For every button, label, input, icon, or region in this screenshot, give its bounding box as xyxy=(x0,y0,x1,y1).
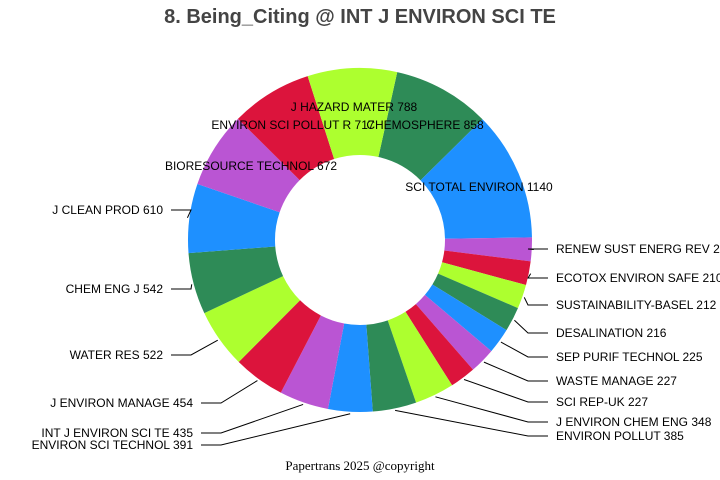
data-label-sep-purif-technol: SEP PURIF TECHNOL 225 xyxy=(556,350,703,364)
data-label-j-environ-chem-eng: J ENVIRON CHEM ENG 348 xyxy=(556,415,712,429)
leader-line-int-j-environ-sci-te xyxy=(201,403,304,434)
slice-sep-purif-technol xyxy=(424,284,507,352)
leader-line-environ-pollut xyxy=(395,409,548,437)
leader-line-ecotox-environ-safe xyxy=(527,273,548,279)
leader-line-desalination xyxy=(514,319,548,334)
slice-waste-manage xyxy=(415,294,492,370)
slice-j-environ-chem-eng xyxy=(387,311,453,403)
leader-line-environ-sci-technol xyxy=(201,413,351,446)
data-label-int-j-environ-sci-te: INT J ENVIRON SCI TE 435 xyxy=(41,426,193,440)
copyright-footer: Papertrans 2025 @copyright xyxy=(285,458,435,473)
data-label-water-res: WATER RES 522 xyxy=(70,348,164,362)
slice-environ-sci-technol xyxy=(327,323,373,413)
slice-j-environ-manage xyxy=(238,300,321,393)
slice-water-res xyxy=(204,276,301,362)
slice-chemosphere xyxy=(378,72,483,181)
slice-j-hazard-mater xyxy=(307,68,398,160)
leader-line-waste-manage xyxy=(483,361,548,382)
slice-renew-sust-energ-rev xyxy=(444,237,532,262)
data-label-chem-eng-j: CHEM ENG J 542 xyxy=(66,282,164,296)
slice-int-j-environ-sci-te xyxy=(280,315,345,409)
data-label-ecotox-environ-safe: ECOTOX ENVIRON SAFE 210 xyxy=(556,271,720,285)
data-label-sustainability-basel: SUSTAINABILITY-BASEL 212 xyxy=(556,298,717,312)
data-label-bioresource-technol: BIORESOURCE TECHNOL 672 xyxy=(165,159,337,173)
slice-chem-eng-j xyxy=(188,246,284,314)
leader-line-chem-eng-j xyxy=(171,284,193,290)
data-label-j-hazard-mater: J HAZARD MATER 788 xyxy=(291,100,418,114)
data-label-sci-rep-uk: SCI REP-UK 227 xyxy=(556,395,648,409)
data-label-waste-manage: WASTE MANAGE 227 xyxy=(556,374,677,388)
data-label-renew-sust-energ-rev: RENEW SUST ENERG REV 209 xyxy=(556,242,720,256)
leader-line-sep-purif-technol xyxy=(500,341,548,358)
data-label-chemosphere: CHEMOSPHERE 858 xyxy=(366,118,484,132)
data-label-j-clean-prod: J CLEAN PROD 610 xyxy=(52,203,163,217)
leader-line-sci-rep-uk xyxy=(463,379,548,403)
slice-sustainability-basel xyxy=(438,262,526,309)
leader-line-j-environ-chem-eng xyxy=(435,396,548,423)
data-label-environ-sci-pollut-r: ENVIRON SCI POLLUT R 717 xyxy=(211,118,374,132)
slice-bioresource-technol xyxy=(197,118,300,213)
slice-ecotox-environ-safe xyxy=(442,250,531,286)
slice-j-clean-prod xyxy=(188,183,280,254)
slice-desalination xyxy=(432,273,518,331)
data-label-environ-pollut: ENVIRON POLLUT 385 xyxy=(556,429,684,443)
leader-line-j-clean-prod xyxy=(171,209,192,219)
slice-environ-sci-pollut-r xyxy=(237,76,335,181)
data-label-environ-sci-technol: ENVIRON SCI TECHNOL 391 xyxy=(32,438,194,452)
data-label-desalination: DESALINATION 216 xyxy=(556,326,667,340)
data-label-j-environ-manage: J ENVIRON MANAGE 454 xyxy=(50,396,193,410)
leader-line-water-res xyxy=(171,339,218,356)
slice-environ-pollut xyxy=(366,320,417,412)
slice-sci-rep-uk xyxy=(405,304,474,386)
chart-title: 8. Being_Citing @ INT J ENVIRON SCI TE xyxy=(164,6,556,28)
slice-sci-total-environ xyxy=(420,119,532,239)
data-label-sci-total-environ: SCI TOTAL ENVIRON 1140 xyxy=(405,180,553,194)
leader-line-sustainability-basel xyxy=(523,297,548,306)
leader-line-j-environ-manage xyxy=(201,380,258,404)
